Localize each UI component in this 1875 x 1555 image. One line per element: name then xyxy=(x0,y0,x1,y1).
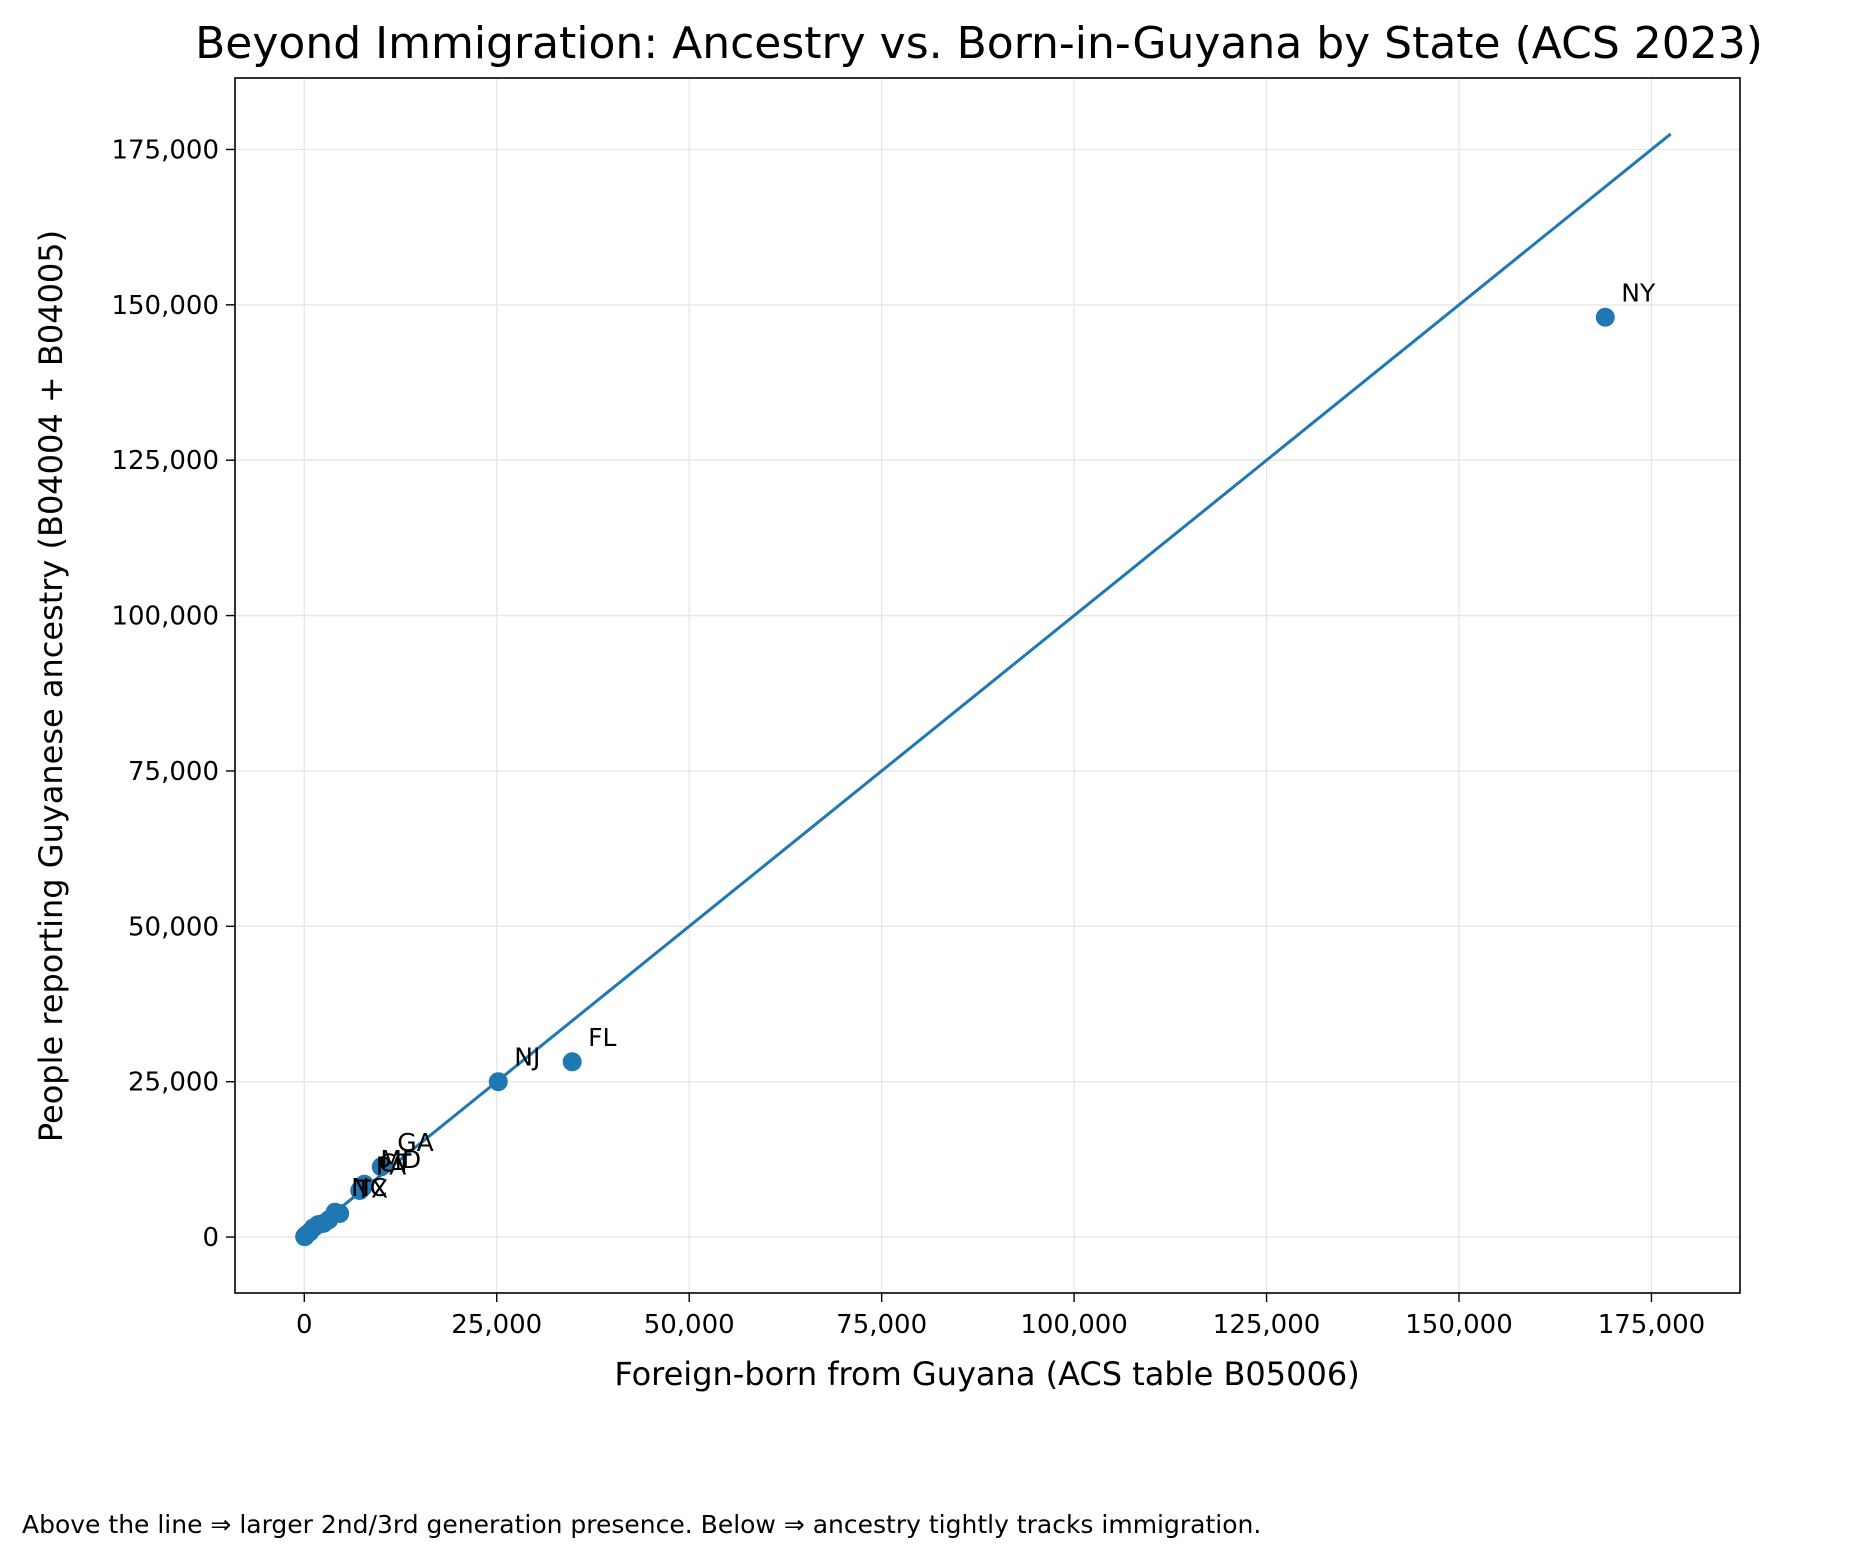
x-tick-label: 175,000 xyxy=(1598,1310,1706,1340)
point-label: CT xyxy=(379,1148,412,1177)
y-tick-label: 100,000 xyxy=(111,602,219,632)
y-tick-label: 150,000 xyxy=(111,291,219,321)
x-tick-label: 100,000 xyxy=(1020,1310,1128,1340)
data-point xyxy=(353,1177,373,1197)
data-point xyxy=(562,1052,582,1072)
x-tick-label: 0 xyxy=(296,1310,313,1340)
point-label: NY xyxy=(1621,278,1656,307)
x-axis-label: Foreign-born from Guyana (ACS table B050… xyxy=(614,1355,1359,1393)
x-tick-label: 125,000 xyxy=(1213,1310,1321,1340)
x-tick-label: 75,000 xyxy=(836,1310,927,1340)
reference-line xyxy=(303,132,1672,1239)
y-tick-label: 25,000 xyxy=(128,1068,219,1098)
data-point xyxy=(488,1072,508,1092)
x-tick-label: 50,000 xyxy=(644,1310,735,1340)
y-tick-label: 125,000 xyxy=(111,446,219,476)
y-axis-ticks: 0 25,000 50,000 75,000 100,000 125,000 150,000… xyxy=(111,135,235,1253)
point-label: FL xyxy=(588,1023,616,1052)
chart-title: Beyond Immigration: Ancestry vs. Born-in… xyxy=(195,18,1763,69)
y-tick-label: 175,000 xyxy=(111,135,219,165)
y-tick-label: 75,000 xyxy=(128,757,219,787)
grid-lines xyxy=(235,78,1740,1293)
point-label: MD xyxy=(380,1145,421,1174)
x-tick-label: 150,000 xyxy=(1405,1310,1513,1340)
x-axis-ticks: 0 25,000 50,000 75,000 100,000 125,000 150,000… xyxy=(296,1293,1705,1340)
data-point xyxy=(371,1157,391,1177)
plot-frame xyxy=(234,77,1741,1294)
point-label: NC xyxy=(351,1173,387,1202)
data-points xyxy=(295,307,1615,1247)
reference-line-group xyxy=(303,132,1672,1239)
data-point xyxy=(295,1227,315,1247)
y-axis-label: People reporting Guyanese ancestry (B040… xyxy=(32,230,70,1142)
point-label: GA xyxy=(397,1128,433,1157)
point-label: TX xyxy=(355,1174,388,1203)
chart-caption: Above the line ⇒ larger 2nd/3rd generati… xyxy=(22,1510,1262,1539)
y-tick-label: 50,000 xyxy=(128,912,219,942)
data-point xyxy=(1595,307,1615,327)
point-label: NJ xyxy=(514,1043,540,1072)
point-label: PA xyxy=(376,1151,407,1180)
y-tick-label: 0 xyxy=(202,1223,219,1253)
x-tick-label: 25,000 xyxy=(451,1310,542,1340)
